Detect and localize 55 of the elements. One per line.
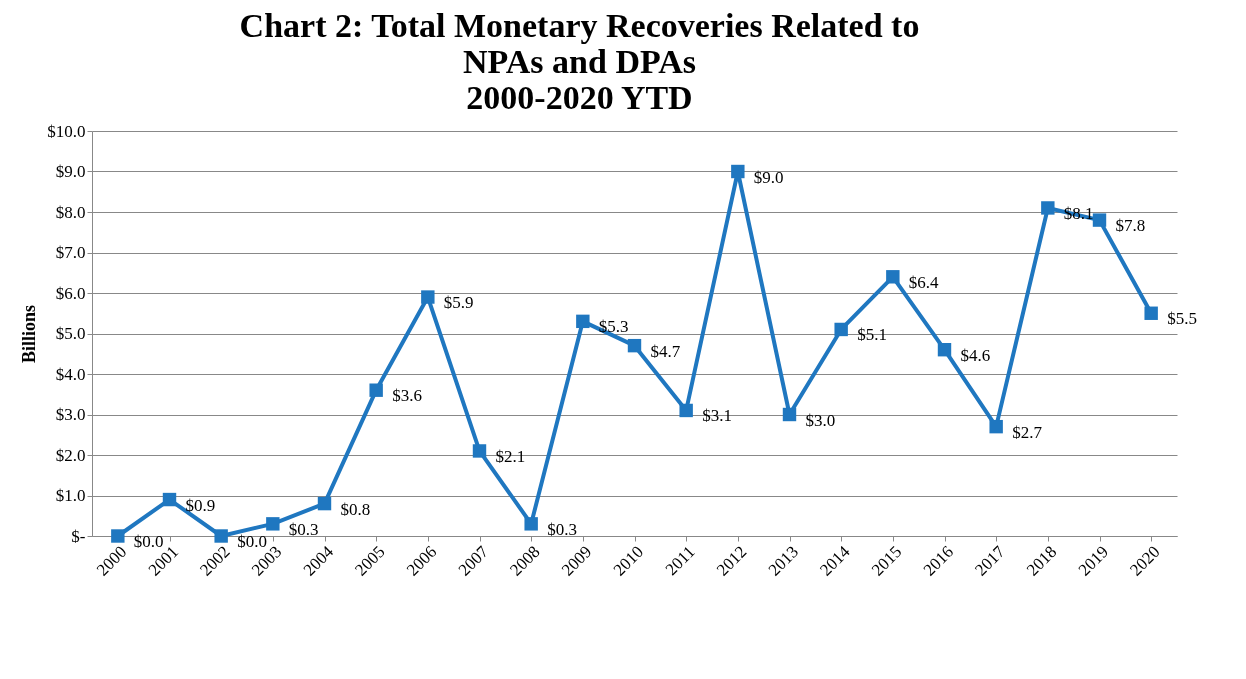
point bbox=[111, 529, 125, 543]
point bbox=[162, 492, 177, 507]
data-label: $2.1 bbox=[495, 446, 526, 466]
point bbox=[731, 164, 745, 179]
y-tick-label: $7.0 bbox=[55, 243, 86, 262]
data-label: $0.9 bbox=[185, 495, 216, 515]
y-tick-label: $6.0 bbox=[55, 283, 86, 303]
data-label: $0.0 bbox=[237, 532, 267, 551]
point bbox=[524, 517, 538, 531]
point bbox=[886, 270, 900, 284]
data-label: $5.5 bbox=[1167, 309, 1197, 329]
y-tick-label: $3.0 bbox=[55, 405, 86, 424]
point bbox=[1041, 201, 1055, 215]
point bbox=[369, 383, 383, 397]
data-label: $4.6 bbox=[960, 345, 991, 365]
point bbox=[317, 496, 332, 511]
data-label: $9.0 bbox=[753, 167, 784, 187]
point bbox=[627, 338, 642, 353]
data-label: $0.0 bbox=[133, 532, 164, 551]
point bbox=[266, 517, 280, 531]
data-label: $4.7 bbox=[650, 341, 681, 361]
chart-title: Chart 2: Total Monetary Recoveries Related to NPAs and DPAs 2000-2020 YTD bbox=[239, 7, 920, 116]
y-tick-label: $1.0 bbox=[55, 486, 86, 505]
y-tick-label: $4.0 bbox=[55, 364, 86, 384]
y-tick-label: $9.0 bbox=[55, 162, 86, 181]
point bbox=[214, 529, 228, 543]
data-label: $3.0 bbox=[805, 410, 836, 430]
point bbox=[679, 403, 693, 418]
data-label: $7.8 bbox=[1115, 216, 1146, 236]
data-label: $3.6 bbox=[392, 386, 422, 406]
data-label: $5.1 bbox=[857, 325, 887, 345]
point bbox=[576, 314, 590, 329]
y-axis-title: Billions bbox=[19, 304, 40, 364]
y-tick-label: $- bbox=[71, 526, 86, 546]
data-label: $2.7 bbox=[1012, 422, 1043, 442]
data-label: $5.3 bbox=[598, 317, 629, 337]
data-label: $8.1 bbox=[1063, 203, 1094, 223]
point bbox=[989, 419, 1003, 434]
point bbox=[834, 322, 848, 337]
data-label: $0.8 bbox=[340, 499, 371, 519]
point bbox=[782, 407, 797, 422]
point bbox=[937, 342, 952, 357]
y-tick-label: $10.0 bbox=[47, 121, 86, 141]
point bbox=[472, 444, 487, 458]
y-tick-label: $2.0 bbox=[55, 445, 86, 465]
data-label: $6.4 bbox=[908, 272, 940, 292]
point bbox=[421, 290, 435, 304]
data-label: $0.3 bbox=[288, 519, 319, 539]
data-label: $5.9 bbox=[443, 293, 474, 313]
y-tick-label: $8.0 bbox=[55, 202, 86, 222]
point bbox=[1144, 306, 1158, 320]
data-label: $3.1 bbox=[702, 406, 732, 426]
point bbox=[1092, 213, 1107, 227]
y-tick-label: $5.0 bbox=[55, 324, 86, 343]
data-label: $0.3 bbox=[547, 519, 577, 539]
